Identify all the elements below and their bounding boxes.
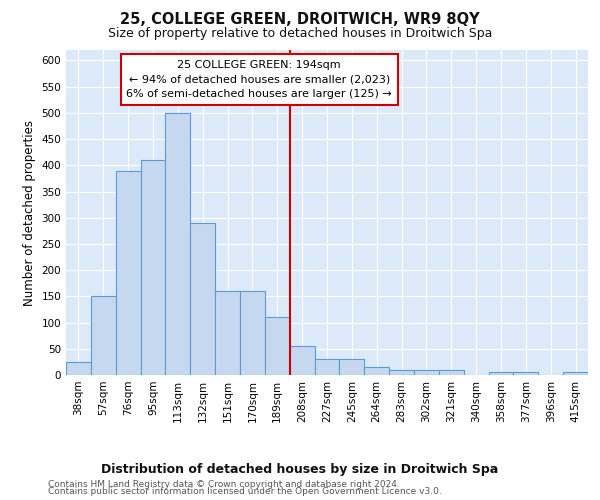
Text: Contains HM Land Registry data © Crown copyright and database right 2024.: Contains HM Land Registry data © Crown c… — [48, 480, 400, 489]
Bar — [290, 346, 314, 375]
Y-axis label: Number of detached properties: Number of detached properties — [23, 120, 36, 306]
Text: Distribution of detached houses by size in Droitwich Spa: Distribution of detached houses by size … — [101, 462, 499, 475]
Bar — [389, 370, 414, 375]
Bar — [314, 360, 340, 375]
Bar — [265, 318, 290, 375]
Bar — [439, 370, 464, 375]
Text: 25, COLLEGE GREEN, DROITWICH, WR9 8QY: 25, COLLEGE GREEN, DROITWICH, WR9 8QY — [120, 12, 480, 28]
Bar — [488, 372, 514, 375]
Bar — [91, 296, 116, 375]
Bar — [166, 113, 190, 375]
Bar — [414, 370, 439, 375]
Text: 25 COLLEGE GREEN: 194sqm
← 94% of detached houses are smaller (2,023)
6% of semi: 25 COLLEGE GREEN: 194sqm ← 94% of detach… — [126, 60, 392, 100]
Bar — [364, 367, 389, 375]
Bar — [340, 360, 364, 375]
Bar — [240, 291, 265, 375]
Bar — [190, 223, 215, 375]
Bar — [514, 372, 538, 375]
Bar — [116, 170, 140, 375]
Bar — [563, 372, 588, 375]
Text: Contains public sector information licensed under the Open Government Licence v3: Contains public sector information licen… — [48, 487, 442, 496]
Bar — [140, 160, 166, 375]
Bar — [66, 362, 91, 375]
Bar — [215, 291, 240, 375]
Text: Size of property relative to detached houses in Droitwich Spa: Size of property relative to detached ho… — [108, 28, 492, 40]
